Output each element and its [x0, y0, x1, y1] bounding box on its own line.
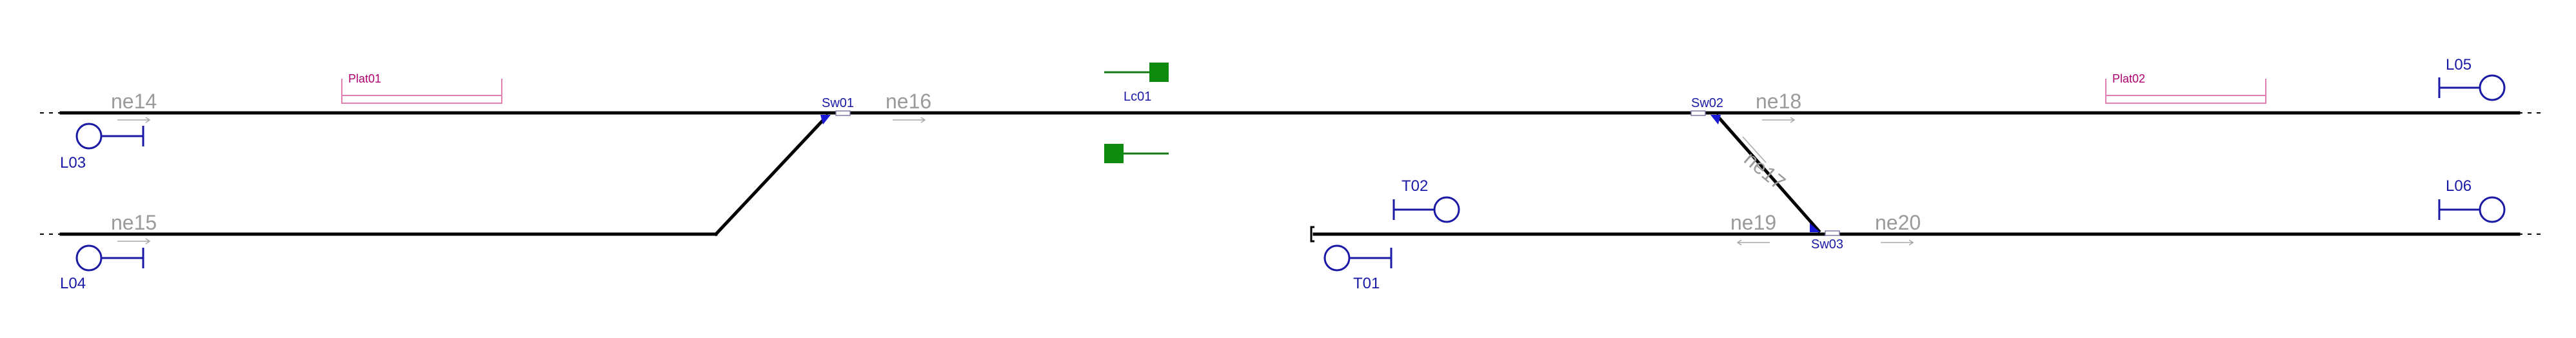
track-diagonal-sw01: [713, 114, 829, 237]
switch-sw01[interactable]: Sw01: [820, 96, 854, 124]
signal-l05-head: [2479, 74, 2506, 101]
signal-t01-head: [1323, 244, 1351, 272]
signal-label-t01: T01: [1353, 275, 1380, 292]
signal-label-l05: L05: [2446, 56, 2472, 74]
signals: L03 L04 L05 L06 T02: [60, 56, 2506, 292]
buffer-stop: [1310, 226, 1314, 243]
signal-l05[interactable]: L05: [2438, 56, 2506, 101]
direction-arrow-ne16: [893, 117, 926, 123]
switch-sw01-marker: [820, 115, 831, 124]
switch-sw02-box: [1690, 110, 1706, 116]
track-diagonal-ne17: [1715, 114, 1821, 234]
direction-arrow-ne19: [1736, 239, 1770, 246]
switch-sw02[interactable]: Sw02: [1690, 96, 1723, 124]
platform-plat02: [2105, 79, 2266, 104]
switch-sw03[interactable]: Sw03: [1810, 223, 1843, 252]
segment-label-ne17: ne17: [1740, 147, 1790, 194]
signal-l06[interactable]: L06: [2438, 177, 2506, 223]
edge-markers: [40, 112, 2541, 235]
signal-label-l03: L03: [60, 154, 86, 172]
signal-label-l04: L04: [60, 275, 86, 292]
segment-label-ne14: ne14: [111, 90, 157, 113]
direction-arrow-ne14: [117, 117, 151, 123]
direction-arrow-ne18: [1762, 117, 1796, 123]
segment-label-ne18: ne18: [1756, 90, 1801, 113]
platforms: Plat01 Plat02: [341, 72, 2266, 104]
signal-l03-head: [75, 123, 103, 150]
segment-label-ne16: ne16: [886, 90, 931, 113]
tracks: [59, 111, 2521, 237]
platform-plat01: [341, 79, 502, 104]
direction-arrow-ne17: [1742, 136, 1767, 163]
signal-t02[interactable]: T02: [1392, 177, 1460, 223]
direction-arrow-ne15: [117, 238, 151, 244]
signal-label-t02: T02: [1402, 177, 1428, 195]
lc01-bottom-box: [1104, 144, 1124, 163]
switch-label-sw01: Sw01: [822, 96, 854, 110]
lc01-top-box: [1149, 63, 1169, 82]
level-crossing-lc01[interactable]: Lc01: [1104, 63, 1169, 163]
signal-label-l06: L06: [2446, 177, 2472, 195]
switch-sw03-box: [1825, 230, 1840, 236]
signal-l04[interactable]: L04: [60, 244, 144, 292]
platform-label-plat02: Plat02: [2112, 72, 2145, 85]
level-crossing-label-lc01: Lc01: [1124, 90, 1151, 104]
switches: Sw01 Sw02 Sw03: [820, 96, 1843, 252]
switch-sw03-marker: [1810, 223, 1820, 232]
signal-l04-head: [75, 244, 103, 272]
direction-arrow-ne20: [1881, 239, 1914, 246]
platform-label-plat01: Plat01: [348, 72, 381, 85]
switch-sw02-marker: [1710, 115, 1721, 124]
signal-t02-head: [1433, 196, 1460, 223]
signal-l06-head: [2479, 196, 2506, 223]
switch-label-sw03: Sw03: [1811, 237, 1843, 252]
signal-l03[interactable]: L03: [60, 123, 144, 172]
segment-label-ne20: ne20: [1875, 211, 1921, 234]
switch-sw01-box: [835, 110, 851, 116]
switch-label-sw02: Sw02: [1691, 96, 1723, 110]
segment-label-ne19: ne19: [1730, 211, 1776, 234]
signal-t01[interactable]: T01: [1323, 244, 1392, 292]
segment-label-ne15: ne15: [111, 211, 157, 234]
